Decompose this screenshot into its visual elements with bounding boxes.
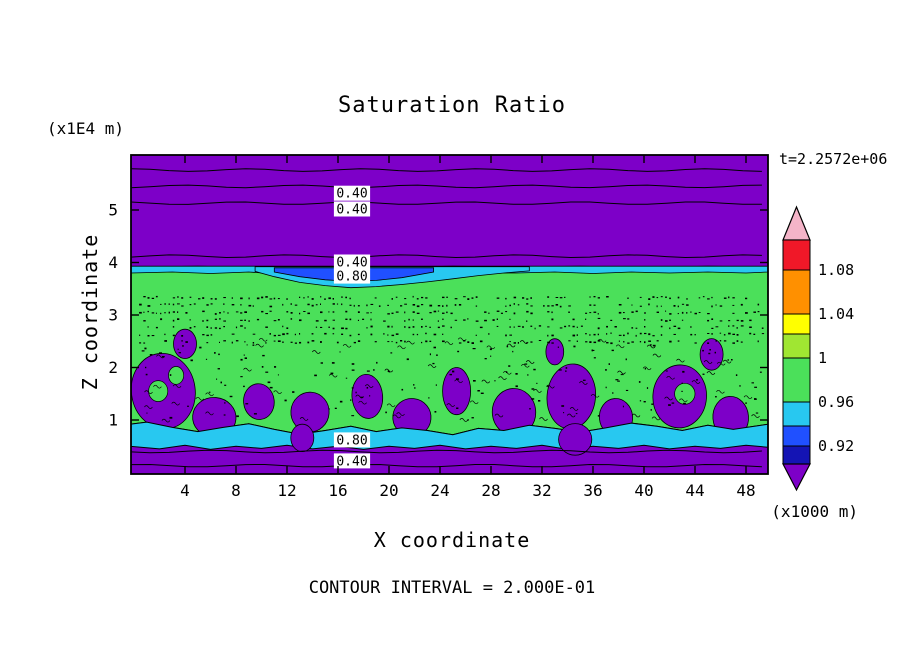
colorbar: 1.08 1.04 1 0.96 0.92 [782, 205, 854, 492]
x-tick-label: 24 [430, 481, 449, 500]
y-axis-unit: (x1E4 m) [47, 119, 124, 138]
y-axis-label: Z coordinate [78, 234, 102, 391]
colorbar-tick-label: 0.96 [818, 393, 854, 411]
y-tick-label: 4 [108, 253, 118, 272]
colorbar-tick-label: 1 [818, 349, 827, 367]
x-tick-label: 4 [180, 481, 190, 500]
x-tick-label: 8 [231, 481, 241, 500]
x-tick-label: 48 [736, 481, 755, 500]
x-axis-unit: (x1000 m) [771, 502, 858, 521]
x-axis-label: X coordinate [374, 528, 531, 552]
speckle-texture [139, 295, 765, 423]
x-tick-label: 16 [328, 481, 347, 500]
x-tick-label: 20 [379, 481, 398, 500]
y-tick-label: 5 [108, 201, 118, 220]
colorbar-tick-label: 1.04 [818, 305, 854, 323]
contour-label: 0.40 [336, 203, 367, 218]
contour-lines [131, 168, 762, 468]
purple-notch [558, 423, 593, 456]
contour-label: 0.40 [336, 187, 367, 202]
time-annotation: t=2.2572e+06 [779, 150, 887, 168]
colorbar-segment [782, 333, 811, 359]
x-tick-label: 44 [685, 481, 704, 500]
colorbar-segment [782, 445, 811, 465]
x-tick-label: 40 [634, 481, 653, 500]
contour-field: 0.400.400.400.800.800.40 [131, 155, 768, 474]
contour-label: 0.40 [336, 454, 367, 469]
contour-label: 0.80 [336, 433, 367, 448]
colorbar-tick-label: 1.08 [818, 261, 854, 279]
contour-label: 0.80 [336, 270, 367, 285]
x-tick-label: 36 [583, 481, 602, 500]
y-tick-label: 1 [108, 411, 118, 430]
cyan-bottom-strip [131, 421, 768, 450]
x-tick-label: 12 [277, 481, 296, 500]
contour-label: 0.40 [336, 256, 367, 271]
colorbar-below-range-arrow [782, 463, 811, 492]
colorbar-tick-label: 0.92 [818, 437, 854, 455]
colorbar-segment [782, 401, 811, 427]
chart-title: Saturation Ratio [338, 93, 566, 118]
tick-marks [131, 155, 768, 474]
x-tick-label: 28 [481, 481, 500, 500]
contour-interval-note: CONTOUR INTERVAL = 2.000E-01 [309, 578, 596, 598]
colorbar-segment [782, 239, 811, 271]
colorbar-segment [782, 425, 811, 447]
purple-notch [290, 423, 315, 452]
y-tick-label: 2 [108, 358, 118, 377]
colorbar-segment [782, 269, 811, 315]
x-tick-label: 32 [532, 481, 551, 500]
contour-value-labels: 0.400.400.400.800.800.40 [333, 185, 371, 469]
colorbar-segment [782, 357, 811, 403]
y-tick-label: 3 [108, 306, 118, 325]
colorbar-above-range-arrow [782, 205, 811, 241]
colorbar-segment [782, 313, 811, 335]
